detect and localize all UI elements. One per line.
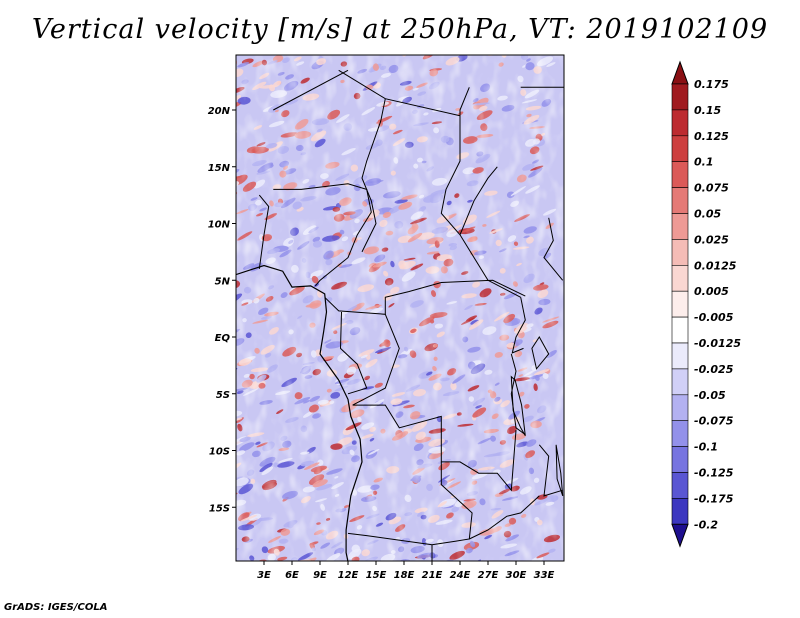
latitude-axis: 20N 15N 10N 5N EQ 5S 10S 15S [208, 106, 236, 514]
colorbar-label: 0.05 [694, 208, 721, 221]
lat-tick-label: 5N [215, 276, 231, 287]
country-border [543, 217, 564, 281]
colorbar-swatch [671, 109, 689, 137]
velocity-patch [221, 142, 233, 151]
colorbar-label: -0.2 [694, 518, 718, 531]
colorbar-swatch [671, 239, 689, 266]
lon-tick-label: 21E [422, 570, 443, 581]
colorbar-label: 0.0125 [694, 259, 737, 272]
velocity-patch [222, 549, 234, 554]
country-border [459, 166, 498, 235]
country-border [469, 495, 540, 540]
colorbar-label: -0.025 [694, 363, 734, 376]
colorbar-label: -0.1 [694, 441, 718, 454]
colorbar: 0.175 0.15 0.125 0.1 0.075 0.05 0.025 0.0125 0.0… [671, 60, 741, 548]
colorbar-swatch [671, 394, 689, 421]
colorbar-swatch [671, 446, 689, 473]
velocity-patch [369, 561, 380, 568]
country-border [511, 297, 526, 354]
colorbar-label: -0.125 [694, 467, 734, 480]
velocity-patch [275, 567, 281, 572]
lon-tick-label: 27E [478, 570, 499, 581]
velocity-patch [228, 118, 236, 125]
colorbar-swatch [671, 187, 689, 214]
lat-tick-label: 10S [209, 447, 230, 458]
country-border [273, 69, 349, 111]
colorbar-label: -0.05 [694, 389, 726, 402]
plot-title: Vertical velocity [m/s] at 250hPa, VT: 2… [31, 14, 769, 45]
lon-tick-label: 12E [338, 570, 359, 581]
lat-tick-label: 20N [208, 106, 231, 117]
velocity-patch [224, 438, 231, 443]
colorbar-label: 0.075 [694, 182, 729, 195]
colorbar-bottom-arrow [671, 523, 689, 548]
colorbar-label: -0.075 [694, 415, 734, 428]
colorbar-swatch [671, 368, 689, 396]
velocity-patch [401, 562, 413, 567]
lon-tick-label: 33E [534, 570, 555, 581]
country-border [347, 461, 473, 546]
colorbar-label: 0.005 [694, 285, 729, 298]
lon-tick-label: 30E [506, 570, 527, 581]
lon-tick-label: 6E [285, 570, 299, 581]
country-border [538, 444, 563, 497]
country-border [352, 314, 517, 492]
lon-tick-label: 15E [366, 570, 387, 581]
country-border [431, 544, 433, 561]
colorbar-swatch [671, 135, 689, 163]
country-border [339, 311, 368, 395]
colorbar-top-arrow [671, 60, 689, 85]
country-border [258, 194, 270, 269]
colorbar-label: -0.175 [694, 492, 734, 505]
colorbar-swatch [671, 342, 689, 370]
colorbar-swatch [671, 213, 689, 240]
map-frame [235, 54, 565, 562]
colorbar-label: 0.175 [694, 78, 729, 91]
country-borders [236, 69, 564, 561]
colorbar-swatch [671, 161, 689, 188]
lat-tick-label: EQ [215, 333, 231, 344]
colorbar-label: 0.025 [694, 233, 729, 246]
lon-tick-label: 18E [394, 570, 415, 581]
lat-tick-label: 5S [216, 390, 230, 401]
lon-tick-label: 3E [257, 570, 271, 581]
lake-outline [531, 336, 550, 370]
colorbar-swatch [671, 498, 689, 525]
credit-label: GrADS: IGES/COLA [4, 602, 108, 613]
lake-outline [555, 444, 564, 497]
lat-tick-label: 15N [208, 163, 231, 174]
colorbar-swatch [671, 290, 689, 318]
country-border [324, 279, 526, 315]
longitude-axis: 3E 6E 9E 12E 15E 18E 21E 24E 27E 30E 33E [257, 561, 555, 581]
colorbar-swatch [671, 472, 689, 499]
texture-overlay [236, 55, 564, 561]
coastline [236, 264, 363, 561]
colorbar-swatch [671, 264, 689, 292]
colorbar-label: 0.125 [694, 130, 729, 143]
country-border [273, 183, 372, 287]
colorbar-label: 0.1 [694, 156, 714, 169]
velocity-patch [222, 483, 237, 495]
velocity-patch [222, 63, 233, 72]
colorbar-label: 0.15 [694, 104, 721, 117]
velocity-patch [301, 564, 312, 573]
velocity-patch [279, 564, 285, 568]
map-field [221, 55, 564, 573]
colorbar-swatch [671, 420, 689, 447]
lon-tick-label: 9E [313, 570, 327, 581]
country-border [361, 98, 386, 253]
lon-tick-label: 24E [450, 570, 471, 581]
lake-outline [510, 375, 526, 436]
country-border [510, 353, 526, 436]
lat-tick-label: 10N [208, 220, 231, 231]
colorbar-swatch [671, 83, 689, 111]
colorbar-swatch [671, 316, 689, 344]
colorbar-label: -0.0125 [694, 337, 741, 350]
lat-tick-label: 15S [209, 503, 230, 514]
colorbar-label: -0.005 [694, 311, 734, 324]
